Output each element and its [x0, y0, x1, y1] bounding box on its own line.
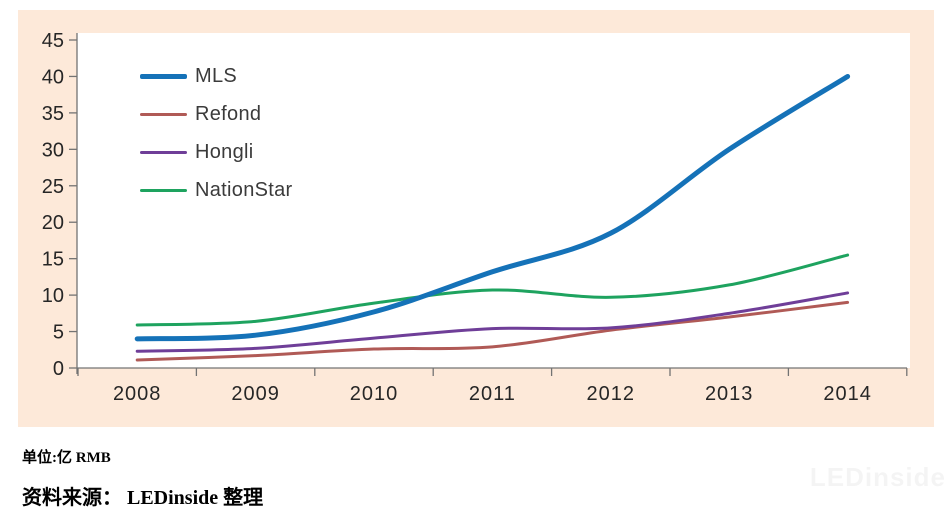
x-tick-label: 2010	[350, 383, 399, 405]
legend-label: Refond	[195, 102, 262, 125]
unit-caption: 单位:亿 RMB	[22, 450, 111, 466]
legend-item-nationstar: NationStar	[140, 171, 293, 209]
refond-line-swatch	[140, 112, 187, 116]
legend-item-mls: MLS	[140, 57, 293, 95]
series-line-refond	[135, 300, 850, 362]
x-tick-label: 2014	[823, 383, 872, 405]
legend-label: NationStar	[195, 178, 293, 201]
x-tick-label: 2009	[231, 383, 280, 405]
y-tick-label: 10	[42, 285, 64, 307]
series-line-nationstar	[135, 253, 850, 327]
y-tick-label: 15	[42, 249, 64, 271]
legend-label: Hongli	[195, 140, 254, 163]
y-tick-label: 0	[53, 358, 64, 380]
legend-label: MLS	[195, 64, 238, 87]
hongli-line-swatch	[140, 150, 187, 154]
x-tick-label: 2012	[587, 383, 636, 405]
y-tick-label: 35	[42, 103, 64, 125]
legend-item-refond: Refond	[140, 95, 293, 133]
y-tick-label: 20	[42, 212, 64, 234]
nationstar-line-swatch	[140, 188, 187, 192]
y-tick-label: 5	[53, 322, 64, 344]
y-tick-label: 30	[42, 139, 64, 161]
x-tick-label: 2008	[113, 383, 162, 405]
y-tick-label: 40	[42, 66, 64, 88]
y-tick-label: 25	[42, 176, 64, 198]
x-tick-label: 2011	[469, 383, 516, 405]
chart-legend: MLS Refond Hongli NationStar	[140, 57, 293, 209]
mls-line-swatch	[140, 73, 187, 79]
y-tick-label: 45	[42, 30, 64, 52]
series-line-hongli	[135, 291, 850, 353]
series-line-mls	[134, 73, 851, 342]
watermark: LEDinside	[810, 462, 946, 493]
source-caption: 资料来源： LEDinside 整理	[22, 487, 264, 509]
x-tick-label: 2013	[705, 383, 754, 405]
legend-item-hongli: Hongli	[140, 133, 293, 171]
